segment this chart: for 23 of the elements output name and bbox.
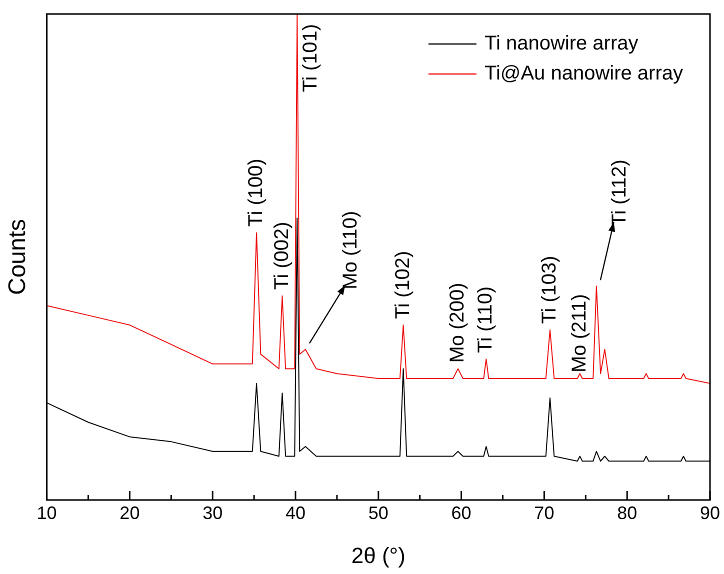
- x-tick-label: 50: [368, 502, 388, 523]
- annotation: Ti (101): [300, 24, 322, 92]
- annotation: Ti (002): [270, 222, 293, 290]
- annotation: Mo (200): [446, 282, 468, 363]
- x-tick-label: 80: [617, 502, 638, 523]
- x-tick-label: 10: [36, 502, 57, 523]
- legend-label: Ti@Au nanowire array: [484, 62, 684, 85]
- annotation: Ti (100): [245, 158, 268, 227]
- annotation: Ti (110): [474, 286, 497, 354]
- y-axis-title: Counts: [4, 218, 32, 296]
- x-axis-title: 2θ (°): [351, 542, 406, 568]
- annotation: Mo (110): [340, 210, 362, 290]
- x-tick-label: 90: [700, 502, 720, 523]
- annotation: Ti (112): [608, 159, 630, 226]
- annotation: Ti (103): [538, 256, 561, 324]
- annotation: Ti (102): [392, 250, 414, 320]
- x-tick-label: 30: [202, 502, 223, 523]
- x-tick-label: 40: [285, 502, 306, 523]
- annotation: Mo (211): [568, 294, 590, 372]
- x-tick-label: 20: [120, 502, 140, 523]
- legend-label: Ti nanowire array: [484, 32, 638, 55]
- x-tick-label: 70: [534, 502, 554, 523]
- x-tick-label: 60: [451, 502, 472, 523]
